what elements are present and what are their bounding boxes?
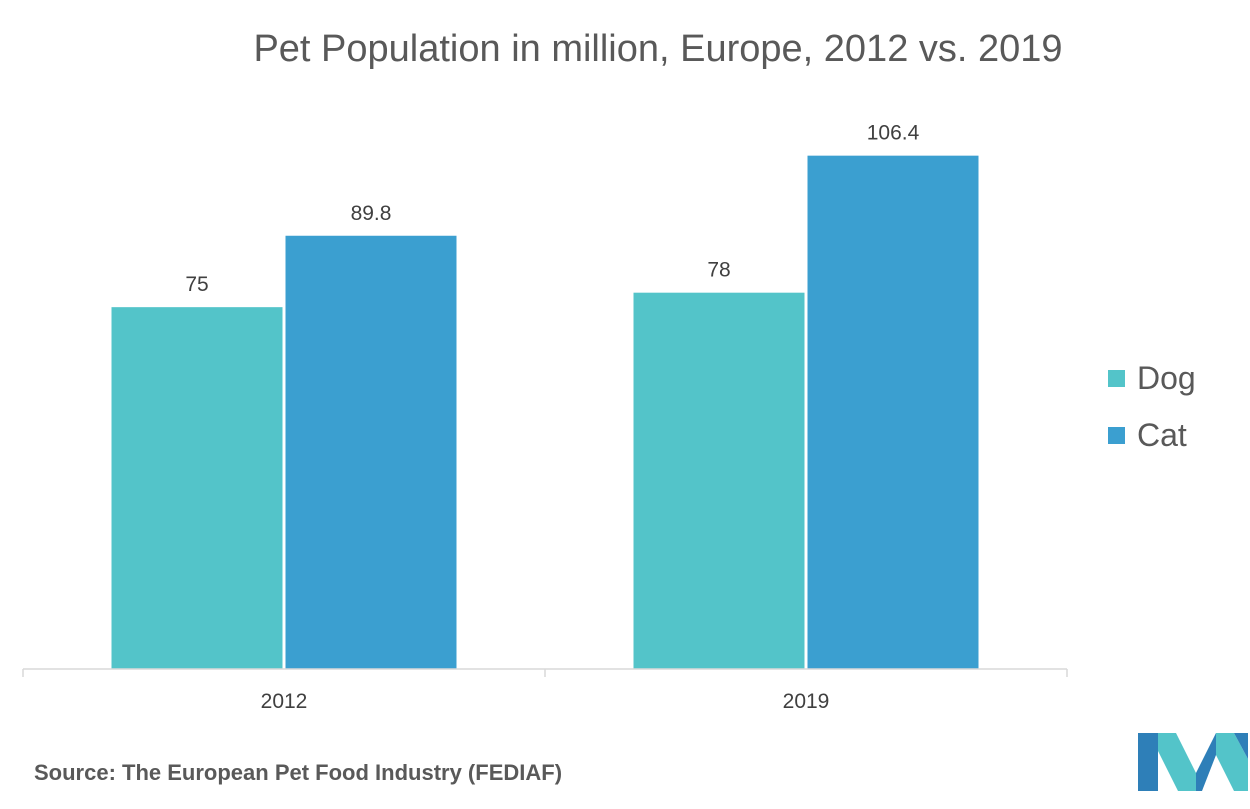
- legend-item-dog: Dog: [1108, 350, 1196, 407]
- bar-dog-2012: [111, 307, 283, 669]
- legend-swatch-cat: [1108, 427, 1125, 444]
- legend: Dog Cat: [1108, 350, 1196, 464]
- chart-title: Pet Population in million, Europe, 2012 …: [253, 28, 1063, 70]
- data-label-cat-2019: 106.4: [867, 122, 920, 145]
- x-tick-label-2019: 2019: [783, 690, 830, 713]
- legend-label-cat: Cat: [1137, 417, 1187, 453]
- mordor-intelligence-logo-icon: [1138, 733, 1248, 791]
- bar-dog-2019: [633, 292, 805, 669]
- legend-label-dog: Dog: [1137, 360, 1196, 396]
- legend-item-cat: Cat: [1108, 407, 1196, 464]
- x-tick-label-2012: 2012: [261, 690, 308, 713]
- bar-cat-2019: [807, 155, 979, 669]
- data-label-dog-2019: 78: [707, 259, 730, 282]
- source-note: Source: The European Pet Food Industry (…: [34, 760, 563, 785]
- legend-swatch-dog: [1108, 370, 1125, 387]
- bar-cat-2012: [285, 235, 457, 669]
- data-label-dog-2012: 75: [185, 273, 208, 296]
- data-label-cat-2012: 89.8: [351, 202, 392, 225]
